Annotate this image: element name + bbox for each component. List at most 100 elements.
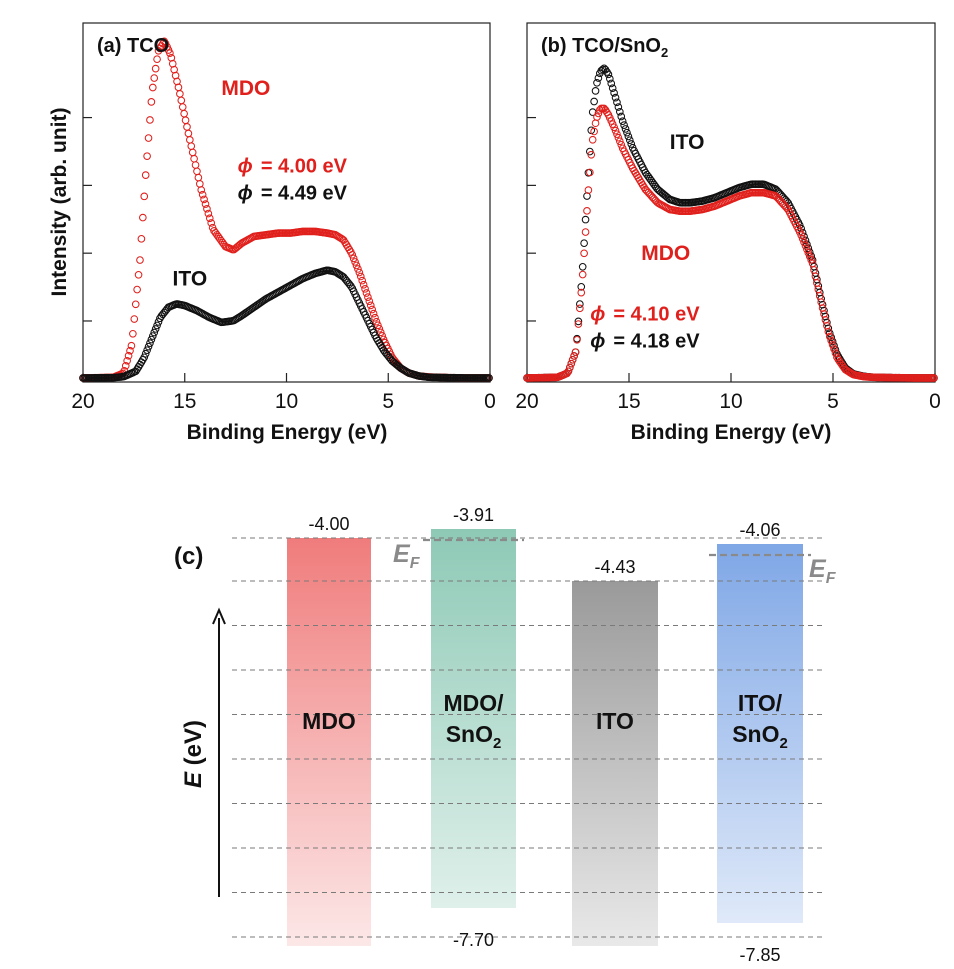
work-function-value: = 4.10 eV xyxy=(613,304,700,326)
data-point xyxy=(194,173,203,182)
data-point xyxy=(576,304,584,313)
data-point xyxy=(355,268,364,277)
panel-a-y-ticks xyxy=(83,116,92,322)
data-point xyxy=(576,300,584,308)
data-point xyxy=(587,150,596,159)
data-point xyxy=(207,219,216,227)
data-point xyxy=(807,256,815,264)
data-point xyxy=(798,234,807,243)
work-function-annotation: ϕ = 4.18 eV xyxy=(590,331,700,353)
data-point xyxy=(362,289,371,297)
data-point xyxy=(361,285,369,293)
data-point xyxy=(593,113,601,121)
data-point xyxy=(614,103,623,111)
panel-c-title: (c) xyxy=(174,543,203,570)
data-point xyxy=(586,168,594,177)
data-point xyxy=(613,130,621,139)
panel-c-fermi-levels: EF EF xyxy=(393,538,837,587)
x-tick-label: 5 xyxy=(827,390,839,413)
data-point xyxy=(354,265,362,273)
data-point xyxy=(593,78,601,87)
panel-c-texts: -4.00MDO-3.91-7.70MDO/SnO2-4.43ITO-4.06-… xyxy=(302,505,788,965)
data-point xyxy=(583,207,591,215)
data-point xyxy=(203,205,211,213)
x-tick-label: 20 xyxy=(71,390,94,413)
data-point xyxy=(151,64,160,73)
data-point xyxy=(191,161,200,169)
data-point xyxy=(568,355,577,364)
data-point xyxy=(824,327,833,336)
data-point xyxy=(615,107,624,116)
data-point xyxy=(623,128,631,137)
data-point xyxy=(201,200,210,208)
data-point xyxy=(184,129,193,138)
x-tick-label: 15 xyxy=(173,390,196,413)
phi-symbol: ϕ xyxy=(238,155,253,177)
data-point xyxy=(177,96,186,105)
band-top-value: -4.43 xyxy=(594,557,635,577)
fermi-level-label: EF xyxy=(809,555,837,587)
data-point xyxy=(187,142,196,150)
series-mdo xyxy=(79,37,493,382)
work-function-annotation: ϕ = 4.10 eV xyxy=(590,304,700,326)
data-point xyxy=(564,367,573,376)
data-point xyxy=(137,234,146,243)
data-point xyxy=(374,321,382,330)
data-point xyxy=(174,83,183,92)
data-point xyxy=(204,209,213,218)
data-point xyxy=(151,325,160,333)
x-tick-label: 0 xyxy=(484,390,496,413)
data-point xyxy=(166,49,174,57)
band-name-label: MDO xyxy=(302,708,356,734)
x-tick-label: 5 xyxy=(382,390,394,413)
data-point xyxy=(620,121,628,129)
data-point xyxy=(591,87,600,95)
data-point xyxy=(176,90,184,98)
data-point xyxy=(627,140,636,148)
band-name-text: SnO xyxy=(446,721,493,747)
data-point xyxy=(188,148,197,157)
data-point xyxy=(368,305,376,314)
data-point xyxy=(133,285,141,294)
band-bar-mdo-sno2 xyxy=(431,529,516,908)
data-point xyxy=(567,359,576,368)
work-function-value: = 4.49 eV xyxy=(261,182,348,204)
data-point xyxy=(153,55,161,64)
band-top-value: -3.91 xyxy=(453,505,494,525)
band-name-label: ITO/ xyxy=(738,690,783,716)
data-point xyxy=(140,192,149,201)
data-point xyxy=(607,79,616,88)
data-point xyxy=(121,361,130,370)
data-point xyxy=(604,70,613,79)
band-name-label: MDO/ xyxy=(443,690,504,716)
data-point xyxy=(190,154,198,163)
data-point xyxy=(144,134,153,142)
data-point xyxy=(588,108,597,116)
data-point xyxy=(588,135,597,144)
data-point xyxy=(375,324,384,333)
data-point xyxy=(131,300,140,309)
data-point xyxy=(148,83,157,92)
data-point xyxy=(147,335,156,344)
band-top-value: -4.00 xyxy=(308,514,349,534)
data-point xyxy=(180,109,188,118)
energy-axis-label: E (eV) xyxy=(180,720,207,788)
work-function-annotation: ϕ = 4.49 eV xyxy=(238,182,348,204)
data-point xyxy=(618,117,627,126)
data-point xyxy=(614,133,623,142)
x-tick-label: 10 xyxy=(719,390,742,413)
series-label-ito: ITO xyxy=(670,131,705,154)
work-function-value: = 4.00 eV xyxy=(261,155,348,177)
data-point xyxy=(359,280,368,289)
panel-a-y-axis-label: Intensity (arb. unit) xyxy=(48,108,71,297)
x-tick-label: 0 xyxy=(929,390,941,413)
data-point xyxy=(150,74,159,82)
band-name-subscript: 2 xyxy=(493,735,501,752)
data-point xyxy=(605,74,614,83)
band-name-text: ITO/ xyxy=(738,690,783,716)
data-point xyxy=(485,374,493,382)
data-point xyxy=(598,65,607,74)
data-point xyxy=(153,321,161,330)
data-point xyxy=(148,332,157,340)
